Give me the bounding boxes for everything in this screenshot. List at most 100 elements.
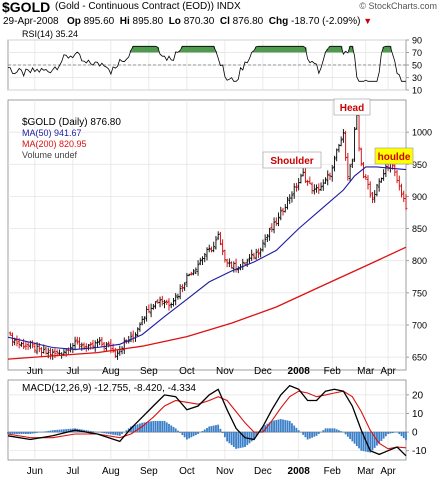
macd-histogram-bar-0 bbox=[7, 432, 9, 434]
month-label-2008-bottom: 2008 bbox=[288, 466, 311, 477]
price-legend-ma200: MA(200) 820.95 bbox=[22, 139, 87, 149]
macd-histogram-bar-25 bbox=[62, 429, 65, 433]
macd-histogram-bar-95 bbox=[219, 428, 222, 433]
macd-histogram-bar-36 bbox=[87, 430, 90, 433]
macd-histogram-bar-96 bbox=[221, 432, 224, 434]
rsi-tick-label: 50 bbox=[412, 61, 422, 71]
macd-histogram-bar-75 bbox=[174, 428, 177, 433]
x-axis-months: Jun Jul Aug Sep Oct Nov Dec 2008 Feb Mar Apr Jun Jul… bbox=[27, 366, 397, 477]
macd-histogram-bar-68 bbox=[159, 420, 161, 433]
macd-histogram-bar-1 bbox=[9, 432, 12, 434]
macd-histogram-bar-137 bbox=[313, 432, 316, 437]
quote-line: 29-Apr-2008 Op 895.60 Hi 895.80 Lo 870.3… bbox=[3, 16, 372, 27]
macd-histogram-bar-168 bbox=[382, 432, 385, 439]
macd-histogram-bar-34 bbox=[83, 429, 85, 433]
low-label: Lo bbox=[168, 16, 181, 27]
macd-tick-label: -10 bbox=[412, 446, 427, 457]
month-label-oct-bottom: Oct bbox=[179, 466, 195, 477]
macd-histogram-bar-165 bbox=[376, 432, 378, 446]
macd-histogram-bar-67 bbox=[156, 420, 159, 433]
rsi-tick-label: 10 bbox=[412, 86, 422, 96]
macd-histogram-bar-22 bbox=[56, 429, 59, 433]
macd-histogram-bar-120 bbox=[275, 420, 278, 433]
macd-histogram-bar-35 bbox=[85, 430, 88, 433]
quote-date: 29-Apr-2008 bbox=[3, 16, 59, 27]
rsi-tick-label: 30 bbox=[412, 73, 422, 83]
month-label-dec-mid: Dec bbox=[254, 366, 272, 377]
macd-histogram-bar-169 bbox=[384, 432, 387, 437]
macd-histogram-bar-58 bbox=[136, 424, 139, 433]
macd-histogram-bar-82 bbox=[190, 432, 193, 438]
macd-histogram-bar-149 bbox=[340, 431, 343, 433]
macd-histogram-bar-69 bbox=[161, 420, 164, 433]
macd-histogram-bar-154 bbox=[351, 432, 354, 442]
month-label-jul-mid: Jul bbox=[66, 366, 79, 377]
month-label-jun-mid: Jun bbox=[27, 366, 43, 377]
macd-histogram-bar-4 bbox=[16, 432, 18, 434]
macd-histogram-bar-119 bbox=[273, 420, 275, 433]
macd-histogram-bar-92 bbox=[212, 425, 215, 433]
price-panel: 650 700 750 800 850 900 950 1000 bbox=[7, 99, 432, 371]
macd-histogram-bar-145 bbox=[331, 428, 334, 433]
price-tick-label: 950 bbox=[412, 160, 427, 170]
macd-histogram-bar-91 bbox=[210, 426, 213, 433]
macd-histogram-bar-133 bbox=[304, 432, 307, 438]
month-label-mar-mid: Mar bbox=[357, 366, 375, 377]
macd-histogram-bar-103 bbox=[237, 432, 240, 449]
macd-histogram-bar-136 bbox=[311, 432, 313, 438]
high-label: Hi bbox=[119, 16, 130, 27]
macd-histogram-bar-121 bbox=[277, 419, 280, 433]
macd-histogram-bar-163 bbox=[371, 432, 374, 451]
macd-histogram-bar-24 bbox=[60, 429, 63, 433]
macd-histogram-bar-63 bbox=[147, 421, 150, 433]
macd-histogram-bar-106 bbox=[244, 432, 246, 447]
macd-histogram-bar-38 bbox=[92, 431, 94, 433]
rsi-legend: RSI(14) 35.24 bbox=[22, 29, 78, 39]
month-label-jun-bottom: Jun bbox=[27, 466, 43, 477]
macd-panel: -10 0 10 20 bbox=[7, 379, 427, 461]
macd-histogram-bar-56 bbox=[132, 425, 135, 433]
high-value: 895.80 bbox=[132, 16, 164, 27]
macd-histogram-bar-97 bbox=[223, 432, 226, 438]
price-legend-main: $GOLD (Daily) 876.80 bbox=[22, 117, 121, 128]
macd-histogram-bar-43 bbox=[103, 432, 106, 434]
macd-histogram-bar-17 bbox=[45, 431, 47, 433]
macd-histogram-bar-78 bbox=[181, 432, 184, 436]
price-tick-label: 650 bbox=[412, 353, 427, 363]
change-value: -18.70 (-2.09%) bbox=[291, 16, 361, 27]
macd-histogram-bar-66 bbox=[154, 420, 157, 433]
macd-histogram-bar-5 bbox=[18, 432, 21, 434]
macd-histogram-bar-117 bbox=[268, 422, 271, 433]
macd-histogram-bar-100 bbox=[230, 432, 233, 446]
macd-histogram-bar-123 bbox=[282, 419, 284, 433]
month-label-mar-bottom: Mar bbox=[357, 466, 375, 477]
macd-histogram-bar-53 bbox=[125, 430, 128, 433]
macd-histogram-bar-37 bbox=[89, 430, 92, 433]
macd-histogram-bar-170 bbox=[387, 432, 390, 434]
macd-histogram-bar-2 bbox=[11, 432, 14, 434]
macd-histogram-bar-85 bbox=[197, 432, 199, 434]
macd-histogram-bar-71 bbox=[165, 422, 168, 433]
macd-histogram-bar-172 bbox=[391, 432, 394, 434]
macd-histogram-bar-155 bbox=[353, 432, 356, 444]
macd-histogram-bar-89 bbox=[206, 428, 208, 433]
close-value: 876.80 bbox=[232, 16, 264, 27]
rsi-panel: 10 30 50 70 90 bbox=[7, 36, 422, 96]
macd-histogram-bar-62 bbox=[145, 422, 148, 433]
month-label-aug-mid: Aug bbox=[102, 366, 120, 377]
month-label-sep-bottom: Sep bbox=[140, 466, 158, 477]
macd-histogram-bar-162 bbox=[369, 432, 372, 453]
macd-histogram-bar-87 bbox=[201, 430, 204, 433]
macd-histogram-bar-51 bbox=[121, 432, 123, 434]
macd-histogram-bar-98 bbox=[226, 432, 229, 442]
change-down-icon: ▼ bbox=[363, 16, 373, 26]
rsi-line bbox=[7, 45, 406, 82]
macd-legend: MACD(12,26,9) -12.755, -8.420, -4.334 bbox=[22, 383, 196, 394]
macd-histogram-bar-3 bbox=[13, 432, 16, 434]
macd-histogram-bar-65 bbox=[152, 420, 155, 433]
macd-histogram-bar-135 bbox=[308, 432, 311, 439]
macd-histogram-bar-7 bbox=[22, 432, 25, 434]
macd-histogram-bar-79 bbox=[183, 432, 186, 438]
annotation-head-text: Head bbox=[340, 103, 364, 114]
macd-histogram-bar-93 bbox=[215, 425, 217, 433]
